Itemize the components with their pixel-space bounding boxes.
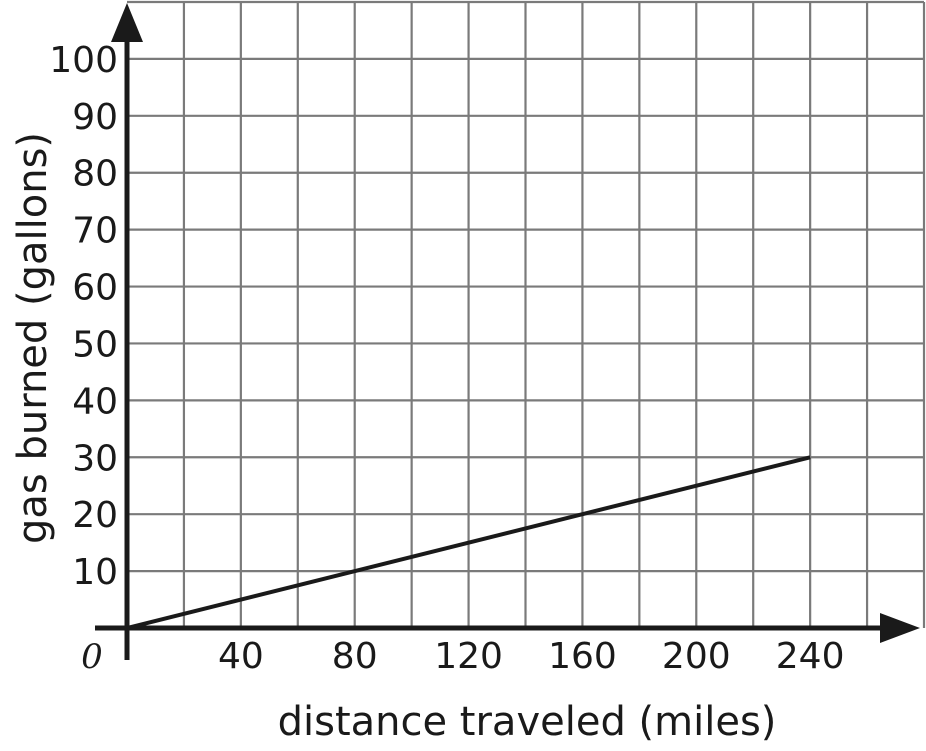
x-axis-label: distance traveled (miles): [278, 699, 777, 745]
x-axis-arrow-icon: [880, 613, 920, 643]
y-tick-label: 100: [49, 40, 118, 81]
x-tick-label: 200: [662, 636, 731, 677]
origin-label: 0: [81, 637, 103, 677]
x-tick-label: 40: [218, 636, 264, 677]
y-tick-label: 70: [72, 211, 118, 252]
y-tick-label: 90: [72, 97, 118, 138]
x-tick-label: 120: [434, 636, 503, 677]
y-tick-label: 10: [72, 552, 118, 593]
series: [126, 455, 811, 630]
y-tick-label: 30: [72, 438, 118, 479]
y-tick-label: 20: [72, 495, 118, 536]
series-line: [126, 455, 811, 630]
y-tick-label: 50: [72, 324, 118, 365]
y-tick-label: 60: [72, 268, 118, 309]
x-tick-label: 160: [548, 636, 617, 677]
tick-labels: 40 80 120 160 200 240 10 20 30 40 50 60 70 80 90 100: [49, 40, 844, 677]
y-axis-label: gas burned (gallons): [10, 132, 56, 544]
y-tick-label: 40: [72, 381, 118, 422]
x-tick-label: 240: [776, 636, 845, 677]
y-tick-label: 80: [72, 154, 118, 195]
x-tick-label: 80: [332, 636, 378, 677]
y-axis-arrow-icon: [111, 3, 143, 42]
axes: [95, 3, 920, 660]
grid: [127, 0, 926, 628]
